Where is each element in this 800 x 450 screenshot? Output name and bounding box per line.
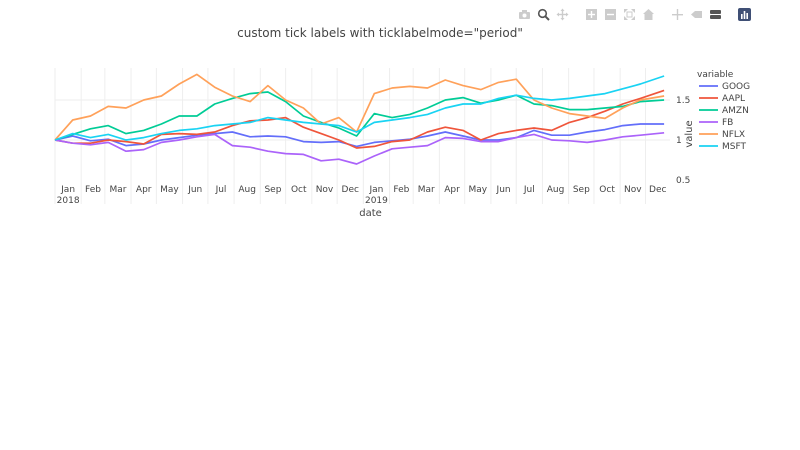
x-tick-label: Apr [444,185,460,195]
series-line-goog [54,123,665,148]
legend-item-nflx[interactable]: NFLX [699,130,745,140]
chart-title: custom tick labels with ticklabelmode="p… [237,26,523,40]
legend-item-aapl[interactable]: AAPL [699,94,745,104]
x-tick-year-label: 2018 [57,196,80,206]
series-line-aapl [54,89,665,149]
x-tick-year-label: 2019 [365,196,388,206]
legend-item-amzn[interactable]: AMZN [699,106,749,116]
x-tick-label: May [469,185,488,195]
legend-label: AAPL [722,94,745,104]
x-tick-label: Jan [369,185,384,195]
legend-label: FB [722,118,733,128]
legend-item-msft[interactable]: MSFT [699,142,746,152]
zoom-icon[interactable] [536,7,551,22]
x-tick-label: Oct [599,185,615,195]
series-line-fb [54,131,665,165]
chart-modebar [517,6,752,22]
x-tick-label: Dec [342,185,359,195]
x-tick-label: Apr [136,185,152,195]
x-tick-label: Jan [60,185,75,195]
y-axis-title: value [684,120,695,147]
legend-title: variable [697,70,734,80]
series-line-msft [54,75,665,141]
x-tick-label: Aug [238,185,256,195]
legend-label: MSFT [722,142,746,152]
x-tick-label: Nov [624,185,642,195]
autoscale-icon[interactable] [622,7,637,22]
hover-closest-icon[interactable] [689,7,704,22]
x-tick-label: Jul [215,185,227,195]
x-tick-label: Sep [573,185,590,195]
spike-lines-icon[interactable] [670,7,685,22]
x-tick-label: Mar [109,185,126,195]
y-tick-label: 0.5 [676,176,690,186]
x-tick-label: Jun [496,185,511,195]
legend-label: GOOG [722,82,750,92]
zoom-out-icon[interactable] [603,7,618,22]
x-tick-label: Aug [547,185,565,195]
home-icon[interactable] [641,7,656,22]
x-tick-label: Sep [264,185,281,195]
pan-icon[interactable] [555,7,570,22]
zoom-in-icon[interactable] [584,7,599,22]
hover-compare-icon[interactable] [708,7,723,22]
series-lines [54,73,665,165]
x-tick-label: Nov [316,185,334,195]
y-tick-label: 1.5 [676,96,690,106]
legend-item-goog[interactable]: GOOG [699,82,750,92]
series-line-amzn [54,91,665,141]
y-tick-label: 1 [676,136,682,146]
x-axis-title: date [359,208,382,219]
x-tick-label: Mar [418,185,435,195]
x-tick-label: May [160,185,179,195]
legend-label: AMZN [722,106,749,116]
plotly-logo-icon[interactable] [737,7,752,22]
camera-icon[interactable] [517,7,532,22]
x-tick-label: Feb [393,185,409,195]
x-tick-label: Jun [187,185,202,195]
x-tick-label: Feb [85,185,101,195]
legend-item-fb[interactable]: FB [699,118,733,128]
x-tick-label: Dec [649,185,666,195]
legend-label: NFLX [722,130,745,140]
legend: variable GOOG AAPL AMZN FB NFLX MSFT [697,70,750,152]
x-tick-label: Jul [523,185,535,195]
x-tick-label: Oct [291,185,307,195]
